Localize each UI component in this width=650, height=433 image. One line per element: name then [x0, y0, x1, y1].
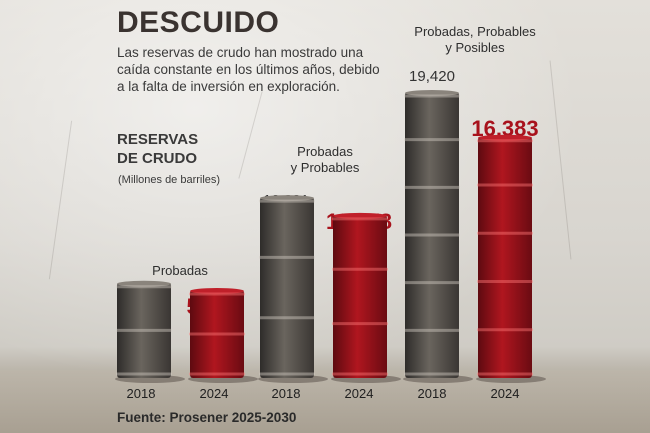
barrel-rim — [333, 212, 387, 219]
barrel-hoop — [404, 372, 460, 376]
description: Las reservas de crudo han mostrado una c… — [117, 45, 380, 94]
barrel-hoop — [332, 267, 388, 271]
barrel-hoop — [259, 199, 315, 203]
barrel-body — [333, 214, 387, 378]
chart-title: RESERVAS DE CRUDO — [117, 130, 198, 168]
barrel-hoop — [259, 316, 315, 320]
barrel-body — [405, 92, 459, 378]
group-label-probadas-probables: Probadas y Probables — [270, 144, 380, 176]
barrel-hoop — [189, 372, 245, 376]
group-label-probadas: Probadas — [130, 263, 230, 279]
barrel-rim — [117, 280, 171, 287]
barrel-hoop — [116, 285, 172, 289]
group-label-probadas-probables-posibles: Probadas, Probables y Posibles — [395, 24, 555, 56]
barrel-hoop — [332, 372, 388, 376]
group-label-line: Probadas, Probables — [414, 24, 536, 39]
group-label-line: Probadas — [152, 263, 208, 278]
year-label: 2018 — [271, 386, 301, 401]
barrel-hoop — [477, 372, 533, 376]
barrel-hoop — [189, 332, 245, 336]
barrel-bar-2024 — [188, 287, 258, 383]
year-label: 2018 — [417, 386, 447, 401]
barrel-body — [190, 289, 244, 378]
barrel-hoop — [404, 233, 460, 237]
year-label: 2024 — [344, 386, 374, 401]
barrel-hoop — [404, 94, 460, 98]
barrel-hoop — [477, 328, 533, 332]
group-label-line: Probadas — [297, 144, 353, 159]
units-label: (Millones de barriles) — [118, 174, 221, 186]
barrel-bar-2024 — [331, 212, 401, 383]
barrel-rim — [405, 90, 459, 96]
page-title: DESCUIDO — [117, 6, 280, 39]
barrel-body — [478, 136, 532, 378]
source-note: Fuente: Prosener 2025-2030 — [117, 410, 297, 425]
barrel-hoop — [404, 185, 460, 189]
barrel-hoop — [332, 322, 388, 326]
barrel-hoop — [477, 183, 533, 187]
group-label-line: y Probables — [290, 160, 360, 175]
barrel-bar-2018 — [258, 195, 328, 383]
barrel-hoop — [477, 139, 533, 143]
barrel-rim — [478, 134, 532, 141]
barrel-bar-2018 — [115, 280, 185, 383]
floor — [0, 370, 650, 433]
barrel-body — [260, 197, 314, 378]
barrel-hoop — [332, 217, 388, 221]
barrel-hoop — [477, 231, 533, 235]
year-label: 2024 — [490, 386, 520, 401]
year-label: 2024 — [199, 386, 229, 401]
chart-title-line1: RESERVAS — [117, 131, 199, 148]
barrel-body — [117, 282, 171, 378]
barrel-rim — [190, 287, 244, 294]
value-label: 19,420 — [409, 68, 455, 85]
group-label-line: y Posibles — [445, 40, 505, 55]
barrel-rim — [260, 195, 314, 202]
barrel-hoop — [404, 138, 460, 142]
barrel-hoop — [404, 328, 460, 332]
barrel-bar-2024 — [476, 134, 546, 383]
year-label: 2018 — [126, 386, 156, 401]
barrel-hoop — [189, 292, 245, 296]
chart-title-line2: DE CRUDO — [117, 150, 198, 167]
barrel-hoop — [404, 281, 460, 285]
barrel-hoop — [116, 372, 172, 376]
barrel-hoop — [116, 328, 172, 332]
barrel-bar-2018 — [403, 90, 473, 383]
barrel-hoop — [259, 372, 315, 376]
barrel-hoop — [477, 279, 533, 283]
barrel-hoop — [259, 255, 315, 259]
